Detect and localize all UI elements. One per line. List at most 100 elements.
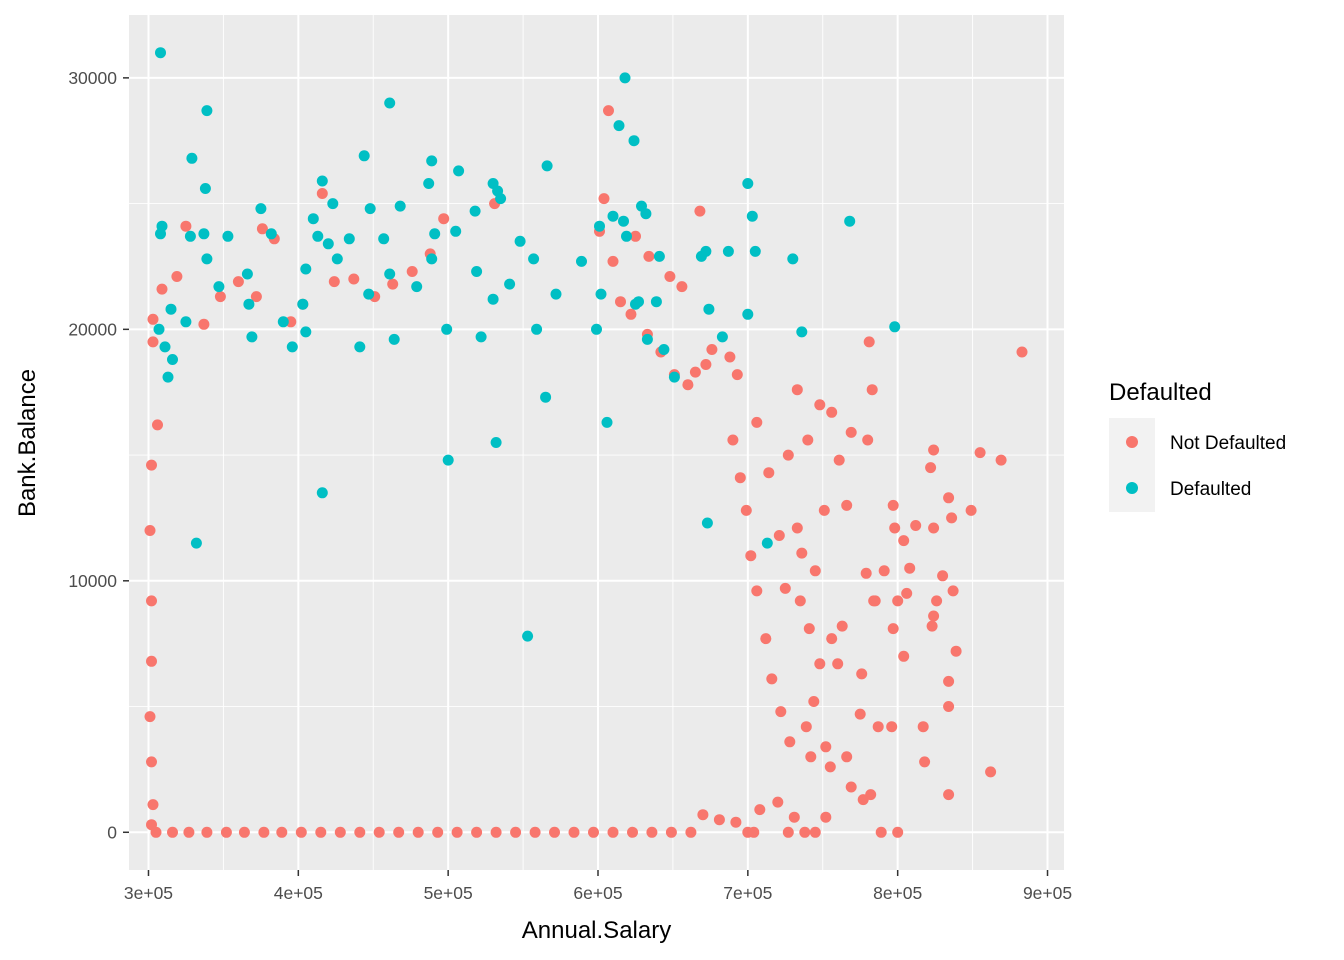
point-not-defaulted [796,547,808,559]
point-not-defaulted [773,530,785,541]
legend: Defaulted Not Defaulted Defaulted [1109,379,1286,512]
point-not-defaulted [965,504,977,516]
point-not-defaulted [784,736,796,748]
point-defaulted [153,323,165,335]
legend-key-defaulted [1126,482,1138,494]
x-tick-label: 6e+05 [573,883,622,903]
point-not-defaulted [926,620,938,632]
point-not-defaulted [171,271,183,282]
point-not-defaulted [910,520,922,531]
point-not-defaulted [615,296,626,308]
point-not-defaulted [451,826,463,838]
point-not-defaulted [791,522,803,534]
x-tick-label: 9e+05 [1023,883,1072,903]
point-defaulted [426,155,438,167]
point-defaulted [495,193,507,205]
point-defaulted [322,238,334,250]
point-not-defaulted [814,658,826,670]
point-defaulted [550,288,562,300]
point-not-defaulted [809,826,821,838]
point-not-defaulted [627,826,638,838]
point-not-defaulted [432,826,444,838]
point-not-defaulted [156,283,168,295]
point-defaulted [384,97,396,109]
point-defaulted [442,454,454,466]
point-defaulted [155,47,166,59]
x-tick-label: 5e+05 [424,883,473,903]
point-defaulted [591,323,602,335]
point-defaulted [703,303,715,315]
point-defaulted [668,371,680,383]
point-defaulted [514,235,526,247]
point-not-defaulted [167,826,178,838]
point-not-defaulted [689,366,701,378]
point-not-defaulted [901,587,913,599]
point-not-defaulted [676,281,688,293]
legend-title: Defaulted [1109,379,1212,406]
point-not-defaulted [928,522,940,534]
point-defaulted [531,323,543,335]
point-defaulted [650,296,662,308]
point-not-defaulted [549,826,560,838]
point-defaulted [429,228,441,240]
point-not-defaulted [862,434,874,446]
point-not-defaulted [471,826,483,838]
point-defaulted [522,630,534,642]
point-defaulted [426,253,438,265]
point-defaulted [180,316,192,328]
data-points [144,47,1028,838]
legend-label-not-defaulted: Not Defaulted [1170,433,1286,454]
point-not-defaulted [833,454,845,466]
point-defaulted [746,210,758,222]
point-defaulted [787,253,799,265]
point-not-defaulted [917,721,929,733]
point-defaulted [613,120,625,132]
point-not-defaulted [760,633,772,645]
minor-gridlines [129,15,1064,870]
point-not-defaulted [183,826,195,838]
x-tick-label: 4e+05 [274,883,323,903]
point-not-defaulted [724,351,736,363]
point-defaulted [658,344,670,355]
point-not-defaulted [866,384,878,396]
point-defaulted [354,341,366,353]
y-tick-label: 10000 [68,571,117,591]
point-defaulted [619,72,631,84]
point-not-defaulted [946,512,958,524]
point-not-defaulted [238,826,250,838]
point-defaulted [653,250,665,262]
point-not-defaulted [854,708,866,720]
point-not-defaulted [665,826,677,838]
point-not-defaulted [943,492,955,504]
point-not-defaulted [824,761,836,773]
point-defaulted [453,165,465,177]
point-not-defaulted [974,447,986,459]
x-tick-label: 7e+05 [723,883,772,903]
point-defaulted [286,341,298,353]
point-defaulted [364,203,376,215]
point-not-defaulted [841,751,853,763]
point-defaulted [331,253,343,265]
point-not-defaulted [740,504,752,516]
point-not-defaulted [220,826,232,838]
point-not-defaulted [147,313,159,325]
point-not-defaulted [886,721,898,733]
point-defaulted [633,296,644,308]
point-not-defaulted [928,444,940,456]
point-not-defaulted [315,826,327,838]
point-not-defaulted [878,565,890,577]
point-defaulted [722,245,734,257]
point-not-defaulted [943,701,955,712]
point-not-defaulted [794,595,806,607]
point-not-defaulted [152,419,163,431]
point-defaulted [601,416,613,428]
point-defaulted [761,537,773,549]
point-not-defaulted [144,711,156,723]
legend-label-defaulted: Defaulted [1170,479,1251,500]
point-defaulted [618,215,629,227]
point-not-defaulted [950,645,962,657]
point-defaulted [749,245,761,257]
point-not-defaulted [295,826,307,838]
point-not-defaulted [393,826,405,838]
point-not-defaulted [412,826,424,838]
